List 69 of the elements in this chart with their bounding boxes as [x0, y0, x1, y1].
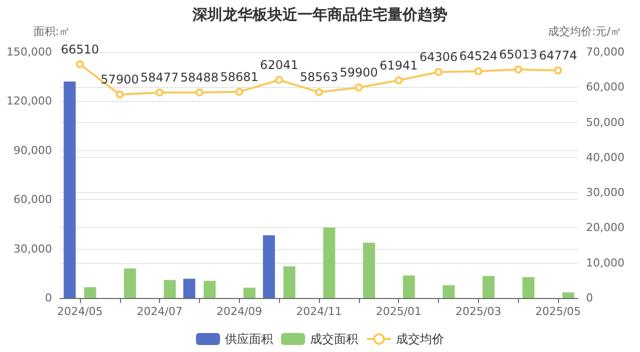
- point: [195, 88, 204, 96]
- point: [474, 67, 482, 76]
- y-axis-title: 面积:㎡: [33, 25, 70, 38]
- point: [514, 66, 522, 74]
- data-label: 62041: [260, 58, 298, 72]
- x-tick-label: 2024/09: [216, 305, 262, 318]
- data-label: 64524: [459, 49, 498, 64]
- x-tick-label: 2025/03: [456, 305, 502, 318]
- point: [275, 76, 284, 84]
- data-label: 58563: [300, 70, 338, 84]
- bar: [363, 242, 376, 298]
- y2-axis-title: 成交均价:元/㎡: [548, 25, 622, 38]
- data-label: 61941: [380, 58, 418, 72]
- bar: [522, 277, 534, 298]
- y2-tick-label: 0: [586, 292, 593, 304]
- point: [76, 60, 84, 68]
- legend-label: 供应面积: [225, 332, 273, 346]
- point: [235, 88, 244, 96]
- y2-tick-label: 10,000: [586, 256, 624, 270]
- x-tick-label: 2024/07: [136, 305, 182, 318]
- bar: [164, 280, 176, 298]
- y-tick-label: 60,000: [14, 193, 52, 206]
- point: [315, 88, 323, 96]
- bar: [402, 276, 415, 298]
- y2-tick-label: 30,000: [586, 186, 624, 200]
- data-label: 64306: [419, 50, 458, 64]
- bar: [562, 292, 574, 298]
- bar: [84, 287, 96, 298]
- bar: [244, 288, 256, 298]
- y2-tick-label: 60,000: [586, 80, 624, 94]
- y2-tick-label: 40,000: [586, 150, 624, 164]
- x-tick-label: 2024/05: [57, 305, 103, 318]
- data-label: 58681: [220, 70, 258, 84]
- y-tick-label: 150,000: [6, 46, 52, 58]
- legend-label: 成交均价: [396, 332, 444, 346]
- bar: [323, 227, 336, 298]
- bar: [183, 278, 196, 298]
- y2-tick-label: 20,000: [586, 221, 624, 234]
- bar: [64, 82, 76, 298]
- data-label: 64774: [538, 48, 578, 62]
- y-tick-label: 120,000: [6, 94, 52, 108]
- data-label: 58477: [140, 70, 179, 84]
- bar: [204, 280, 216, 298]
- data-label: 59900: [340, 65, 378, 80]
- point: [554, 66, 562, 74]
- y-tick-label: 0: [45, 292, 52, 304]
- x-tick-label: 2025/05: [535, 305, 581, 318]
- legend-label: 成交面积: [310, 332, 358, 346]
- bar: [482, 276, 495, 298]
- y-tick-label: 90,000: [14, 144, 52, 157]
- data-label: 65013: [499, 48, 538, 62]
- bar: [283, 266, 296, 298]
- point: [116, 90, 124, 99]
- point: [354, 83, 363, 92]
- bar: [124, 268, 136, 298]
- bar: [442, 285, 455, 298]
- point: [434, 68, 443, 76]
- chart-title: 深圳龙华板块近一年商品住宅量价趋势: [192, 6, 448, 24]
- y2-tick-label: 50,000: [586, 116, 624, 129]
- y-tick-label: 30,000: [14, 242, 52, 256]
- point: [156, 88, 164, 96]
- y2-tick-label: 70,000: [586, 46, 624, 58]
- x-tick-label: 2025/01: [376, 305, 422, 318]
- x-tick-label: 2024/11: [296, 305, 342, 318]
- point: [394, 76, 403, 84]
- data-label: 66510: [60, 42, 100, 56]
- bar: [262, 235, 275, 298]
- data-label: 58488: [180, 70, 219, 84]
- data-label: 57900: [100, 72, 139, 87]
